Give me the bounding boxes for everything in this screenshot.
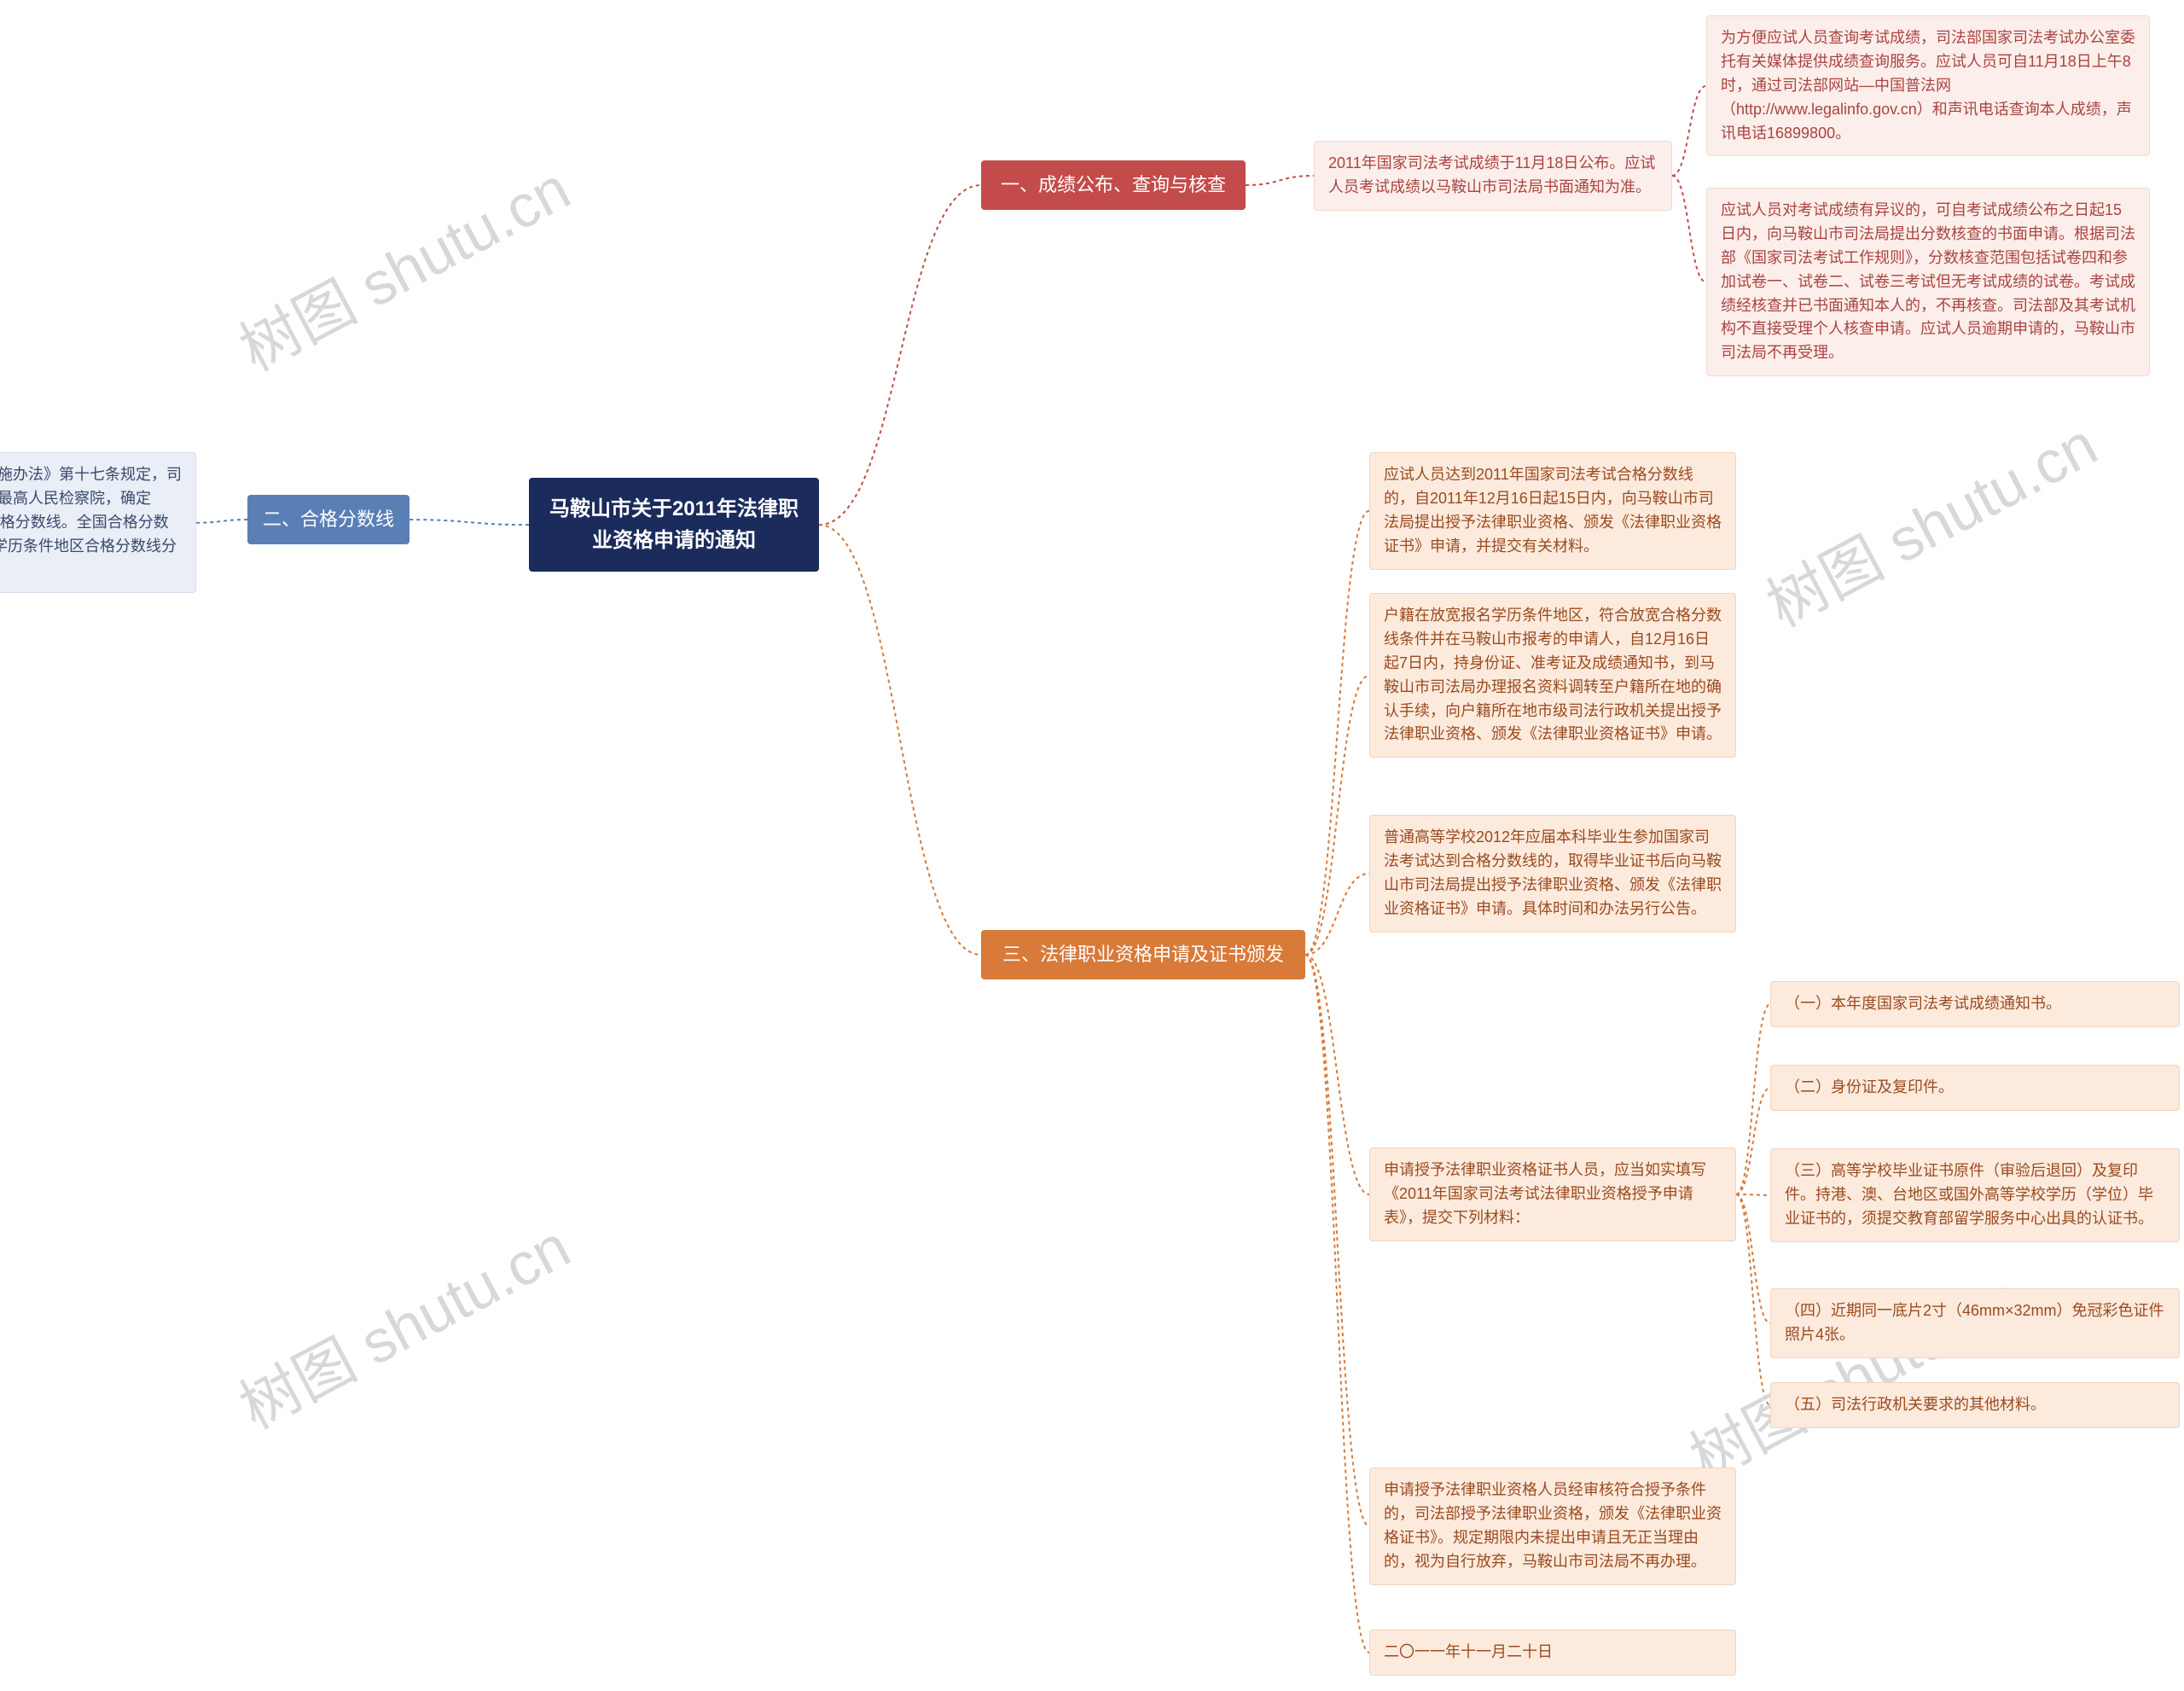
leaf-node[interactable]: 为方便应试人员查询考试成绩，司法部国家司法考试办公室委托有关媒体提供成绩查询服务… <box>1706 15 2150 156</box>
leaf-node[interactable]: 二〇一一年十一月二十日 <box>1369 1630 1736 1676</box>
leaf-node[interactable]: 依据《国家司法考试实施办法》第十七条规定，司法部商最高人民法院、最高人民检察院，… <box>0 452 196 593</box>
section-node-qualification[interactable]: 三、法律职业资格申请及证书颁发 <box>981 930 1305 979</box>
leaf-node[interactable]: 户籍在放宽报名学历条件地区，符合放宽合格分数线条件并在马鞍山市报考的申请人，自1… <box>1369 593 1736 758</box>
leaf-node[interactable]: （三）高等学校毕业证书原件（审验后退回）及复印件。持港、澳、台地区或国外高等学校… <box>1770 1148 2180 1242</box>
leaf-node[interactable]: （四）近期同一底片2寸（46mm×32mm）免冠彩色证件照片4张。 <box>1770 1288 2180 1358</box>
leaf-node[interactable]: 应试人员达到2011年国家司法考试合格分数线的，自2011年12月16日起15日… <box>1369 452 1736 570</box>
leaf-node[interactable]: （五）司法行政机关要求的其他材料。 <box>1770 1382 2180 1428</box>
watermark: 树图 shutu.cn <box>1750 398 2110 643</box>
section-node-results[interactable]: 一、成绩公布、查询与核查 <box>981 160 1246 210</box>
leaf-node[interactable]: 应试人员对考试成绩有异议的，可自考试成绩公布之日起15日内，向马鞍山市司法局提出… <box>1706 188 2150 376</box>
leaf-node[interactable]: 2011年国家司法考试成绩于11月18日公布。应试人员考试成绩以马鞍山市司法局书… <box>1314 141 1672 211</box>
leaf-node[interactable]: 申请授予法律职业资格人员经审核符合授予条件的，司法部授予法律职业资格，颁发《法律… <box>1369 1467 1736 1585</box>
leaf-node[interactable]: （一）本年度国家司法考试成绩通知书。 <box>1770 981 2180 1027</box>
leaf-node[interactable]: （二）身份证及复印件。 <box>1770 1065 2180 1111</box>
watermark: 树图 shutu.cn <box>223 1200 583 1445</box>
center-topic-node[interactable]: 马鞍山市关于2011年法律职业资格申请的通知 <box>529 478 819 572</box>
section-node-passline[interactable]: 二、合格分数线 <box>247 495 410 544</box>
leaf-node[interactable]: 申请授予法律职业资格证书人员，应当如实填写《2011年国家司法考试法律职业资格授… <box>1369 1148 1736 1241</box>
leaf-node[interactable]: 普通高等学校2012年应届本科毕业生参加国家司法考试达到合格分数线的，取得毕业证… <box>1369 815 1736 933</box>
watermark: 树图 shutu.cn <box>223 142 583 387</box>
